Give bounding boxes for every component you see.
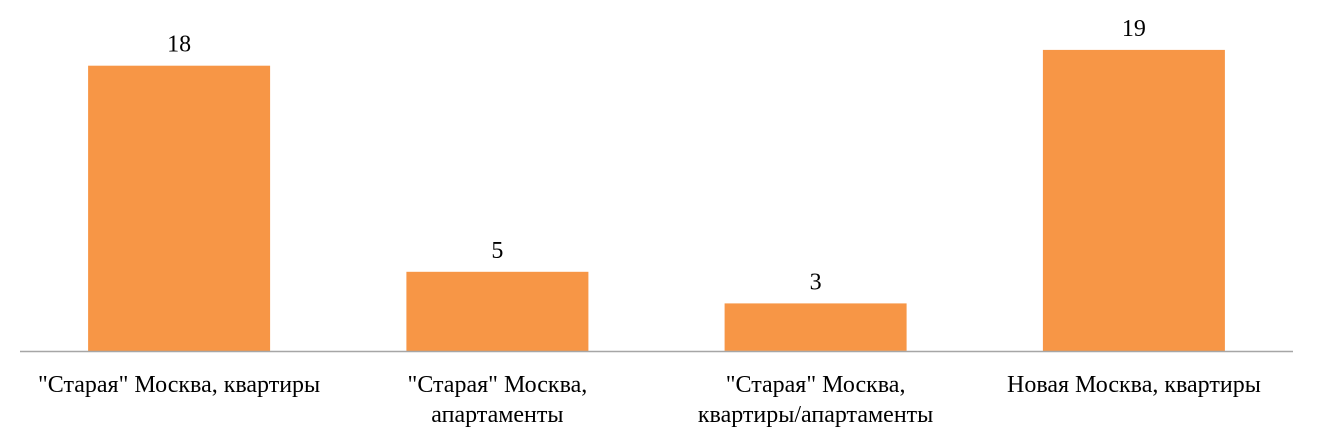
category-label-line: Новая Москва, квартиры [1007,372,1261,398]
bar-1 [88,65,271,351]
category-label-4: Новая Москва, квартиры [1007,372,1261,398]
bar-4 [1042,49,1225,352]
category-labels-group: "Старая" Москва, квартиры "Старая" Москва… [38,372,1261,428]
data-label-4: 19 [1122,16,1146,42]
bar-3 [724,303,907,351]
data-labels-group: 18 5 3 19 [167,16,1146,295]
category-label-2: "Старая" Москва, апартаменты [408,372,588,428]
category-label-line: "Старая" Москва, [726,372,906,398]
data-label-2: 5 [491,238,503,264]
bar-2 [406,271,589,352]
category-label-3: "Старая" Москва, квартиры/апартаменты [698,372,933,428]
category-label-line: апартаменты [431,402,563,428]
category-label-1: "Старая" Москва, квартиры [38,372,320,398]
data-label-1: 18 [167,32,191,58]
category-label-line: "Старая" Москва, квартиры [38,372,320,398]
category-label-line: "Старая" Москва, [408,372,588,398]
data-label-3: 3 [810,269,822,295]
category-label-line: квартиры/апартаменты [698,402,933,428]
bars-group [88,49,1225,352]
